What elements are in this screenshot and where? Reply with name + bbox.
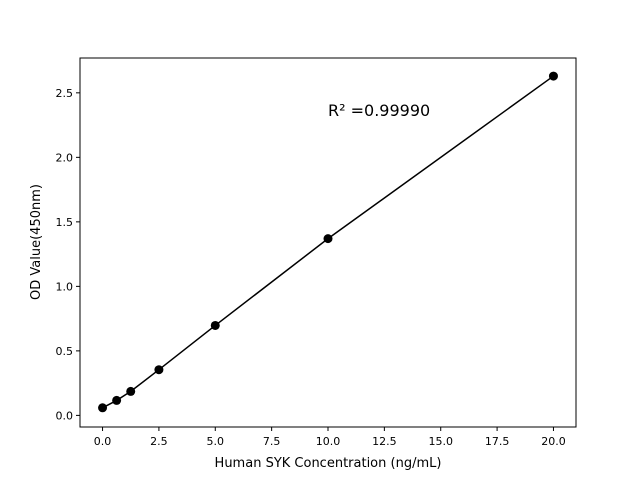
x-tick-label: 17.5 (485, 435, 510, 448)
y-tick-label: 2.0 (56, 151, 74, 164)
x-tick-label: 7.5 (263, 435, 281, 448)
x-tick-label: 0.0 (94, 435, 112, 448)
data-point (154, 365, 164, 375)
x-tick-label: 10.0 (316, 435, 341, 448)
x-axis-label: Human SYK Concentration (ng/mL) (215, 456, 442, 471)
x-tick-label: 2.5 (150, 435, 168, 448)
data-point (548, 71, 558, 81)
data-point (126, 386, 136, 396)
data-point (98, 403, 108, 413)
x-tick-label: 5.0 (207, 435, 225, 448)
y-axis-label: OD Value(450nm) (29, 184, 44, 300)
data-point (112, 395, 122, 405)
y-tick-label: 0.0 (56, 409, 74, 422)
data-point (210, 320, 220, 330)
x-tick-label: 12.5 (372, 435, 397, 448)
r-squared-annotation: R² =0.99990 (328, 101, 430, 120)
data-point (323, 234, 333, 244)
y-tick-label: 0.5 (56, 345, 74, 358)
x-tick-label: 20.0 (541, 435, 566, 448)
y-tick-label: 2.5 (56, 87, 74, 100)
x-tick-label: 15.0 (428, 435, 453, 448)
y-tick-label: 1.0 (56, 280, 74, 293)
y-tick-label: 1.5 (56, 216, 74, 229)
